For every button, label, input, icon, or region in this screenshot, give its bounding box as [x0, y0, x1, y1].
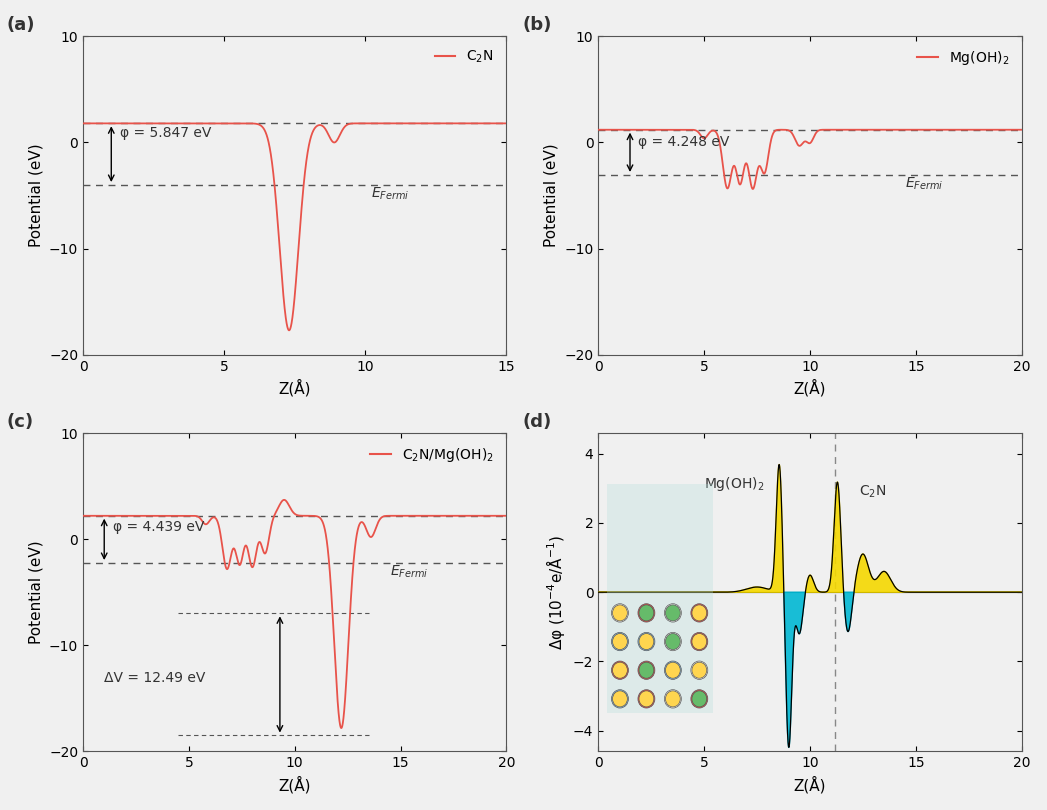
X-axis label: Z(Å): Z(Å) — [279, 379, 311, 397]
Legend: C$_2$N: C$_2$N — [429, 43, 499, 70]
Y-axis label: Potential (eV): Potential (eV) — [543, 143, 559, 247]
Legend: Mg(OH)$_2$: Mg(OH)$_2$ — [911, 43, 1015, 72]
X-axis label: Z(Å): Z(Å) — [794, 776, 826, 793]
Text: (a): (a) — [7, 16, 36, 34]
Text: C$_2$N: C$_2$N — [859, 484, 886, 500]
Text: φ = 4.248 eV: φ = 4.248 eV — [639, 134, 730, 149]
Text: (b): (b) — [522, 16, 552, 34]
Text: ΔV = 12.49 eV: ΔV = 12.49 eV — [105, 671, 205, 685]
Text: (c): (c) — [7, 412, 34, 431]
Text: φ = 4.439 eV: φ = 4.439 eV — [113, 520, 204, 534]
X-axis label: Z(Å): Z(Å) — [794, 379, 826, 397]
Text: Mg(OH)$_2$: Mg(OH)$_2$ — [704, 475, 764, 493]
Y-axis label: Δφ (10$^{-4}$e/Å$^{-1}$): Δφ (10$^{-4}$e/Å$^{-1}$) — [544, 535, 567, 650]
Text: (d): (d) — [522, 412, 552, 431]
Text: $E_{Fermi}$: $E_{Fermi}$ — [371, 185, 409, 202]
X-axis label: Z(Å): Z(Å) — [279, 776, 311, 793]
Text: $E_{Fermi}$: $E_{Fermi}$ — [906, 176, 943, 192]
Text: φ = 5.847 eV: φ = 5.847 eV — [119, 126, 211, 140]
Legend: C$_2$N/Mg(OH)$_2$: C$_2$N/Mg(OH)$_2$ — [364, 440, 499, 469]
Y-axis label: Potential (eV): Potential (eV) — [28, 143, 43, 247]
Y-axis label: Potential (eV): Potential (eV) — [28, 540, 43, 644]
Text: $E_{Fermi}$: $E_{Fermi}$ — [389, 564, 428, 580]
